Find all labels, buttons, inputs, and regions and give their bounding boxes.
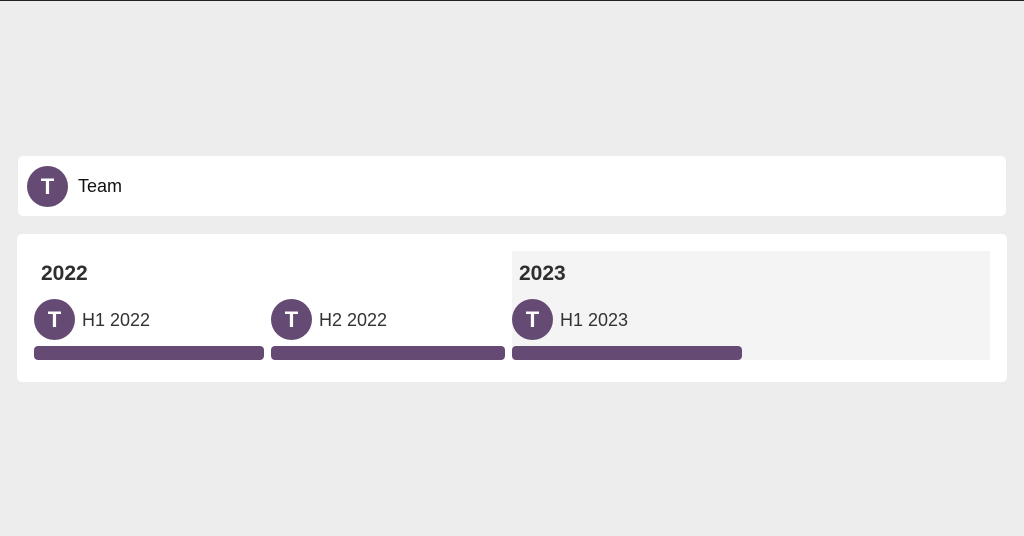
team-label: Team	[78, 176, 123, 196]
year-label-2022: 2022	[41, 262, 88, 285]
period-label: H1 2022	[82, 310, 151, 330]
period-avatar: T	[512, 299, 553, 340]
period-label: H2 2022	[319, 310, 388, 330]
top-border	[0, 0, 1024, 1]
period-label: H1 2023	[560, 310, 629, 330]
team-header-card[interactable]: T Team	[18, 156, 1006, 216]
period-bar[interactable]	[512, 346, 742, 360]
period-avatar: T	[34, 299, 75, 340]
period-bar[interactable]	[34, 346, 264, 360]
year-label-2023: 2023	[519, 262, 566, 285]
team-avatar: T	[27, 166, 68, 207]
timeline-card: 2022 2023 T H1 2022 T H2 2022 T H1 2023	[17, 234, 1007, 382]
year-2023-background	[512, 251, 990, 360]
period-avatar: T	[271, 299, 312, 340]
period-bar[interactable]	[271, 346, 505, 360]
